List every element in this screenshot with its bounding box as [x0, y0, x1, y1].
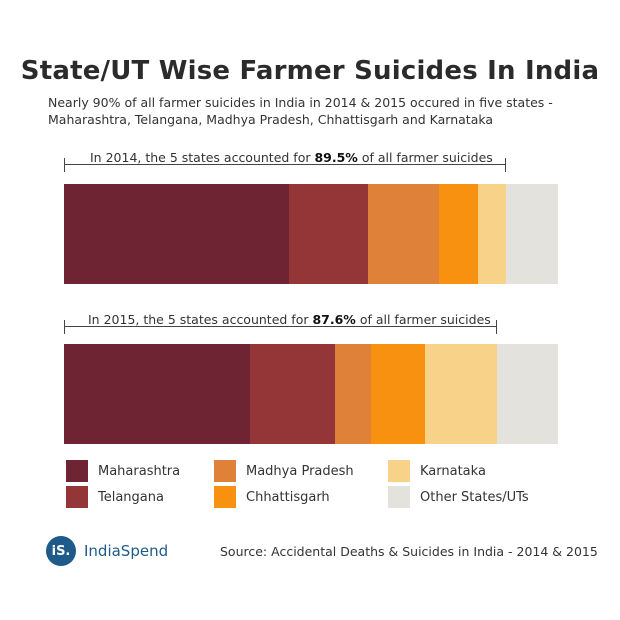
- annotation-2014-value: 89.5%: [314, 150, 358, 165]
- bracket-2014: [64, 158, 506, 172]
- legend-swatch-telangana: [66, 486, 88, 508]
- bar-2015-segment-madhya-pradesh: [335, 344, 371, 444]
- legend-item-madhya-pradesh: Madhya Pradesh: [214, 460, 354, 482]
- legend-label-other-states: Other States/UTs: [420, 489, 529, 505]
- bar-2015-segment-maharashtra: [64, 344, 250, 444]
- source-note: Source: Accidental Deaths & Suicides in …: [220, 544, 598, 559]
- annotation-2014-suffix: of all farmer suicides: [357, 150, 493, 165]
- bar-2014-segment-maharashtra: [64, 184, 289, 284]
- bracket-2015-left-tick: [64, 320, 65, 334]
- legend-item-karnataka: Karnataka: [388, 460, 486, 482]
- legend-label-madhya-pradesh: Madhya Pradesh: [246, 463, 354, 479]
- subtitle-line-1: Nearly 90% of all farmer suicides in Ind…: [48, 95, 553, 110]
- legend-swatch-other-states: [388, 486, 410, 508]
- bar-2014-segment-other-states-uts: [506, 184, 558, 284]
- legend-label-telangana: Telangana: [98, 489, 164, 505]
- legend-label-maharashtra: Maharashtra: [98, 463, 181, 479]
- legend-swatch-madhya-pradesh: [214, 460, 236, 482]
- annotation-2015-value: 87.6%: [312, 312, 356, 327]
- legend-item-maharashtra: Maharashtra: [66, 460, 180, 482]
- bracket-2014-right-tick: [505, 158, 506, 172]
- bar-2014: [64, 184, 558, 284]
- bar-2015-segment-telangana: [250, 344, 335, 444]
- legend-swatch-chhattisgarh: [214, 486, 236, 508]
- legend-label-chhattisgarh: Chhattisgarh: [246, 489, 330, 505]
- bar-2015-segment-other-states-uts: [497, 344, 558, 444]
- annotation-2014-prefix: In 2014, the 5 states accounted for: [90, 150, 315, 165]
- legend-label-karnataka: Karnataka: [420, 463, 486, 479]
- legend-item-other-states: Other States/UTs: [388, 486, 529, 508]
- legend-item-telangana: Telangana: [66, 486, 164, 508]
- bar-2014-segment-chhattisgarh: [439, 184, 478, 284]
- bracket-2015-line: [64, 326, 497, 327]
- annotation-2015-suffix: of all farmer suicides: [355, 312, 491, 327]
- bar-2014-segment-karnataka: [478, 184, 506, 284]
- bar-2014-segment-madhya-pradesh: [368, 184, 439, 284]
- indiaspend-logo-icon: iS.: [46, 536, 76, 566]
- chart-title: State/UT Wise Farmer Suicides In India: [20, 56, 600, 86]
- indiaspend-logo[interactable]: iS. IndiaSpend: [46, 536, 168, 566]
- legend: Maharashtra Telangana Madhya Pradesh Chh…: [66, 460, 566, 520]
- bracket-2014-left-tick: [64, 158, 65, 172]
- bracket-2015-right-tick: [496, 320, 497, 334]
- chart-subtitle: Nearly 90% of all farmer suicides in Ind…: [48, 94, 588, 128]
- legend-swatch-maharashtra: [66, 460, 88, 482]
- legend-swatch-karnataka: [388, 460, 410, 482]
- bar-2014-segment-telangana: [289, 184, 368, 284]
- indiaspend-logo-text: IndiaSpend: [84, 542, 169, 560]
- subtitle-line-2: Maharashtra, Telangana, Madhya Pradesh, …: [48, 112, 494, 127]
- annotation-2014: In 2014, the 5 states accounted for 89.5…: [90, 150, 493, 165]
- bracket-2015: [64, 320, 497, 334]
- annotation-2015-prefix: In 2015, the 5 states accounted for: [88, 312, 313, 327]
- annotation-2015: In 2015, the 5 states accounted for 87.6…: [88, 312, 491, 327]
- bar-2015-segment-karnataka: [425, 344, 497, 444]
- bar-2015-segment-chhattisgarh: [371, 344, 425, 444]
- bracket-2014-line: [64, 164, 506, 165]
- legend-item-chhattisgarh: Chhattisgarh: [214, 486, 330, 508]
- bar-2015: [64, 344, 558, 444]
